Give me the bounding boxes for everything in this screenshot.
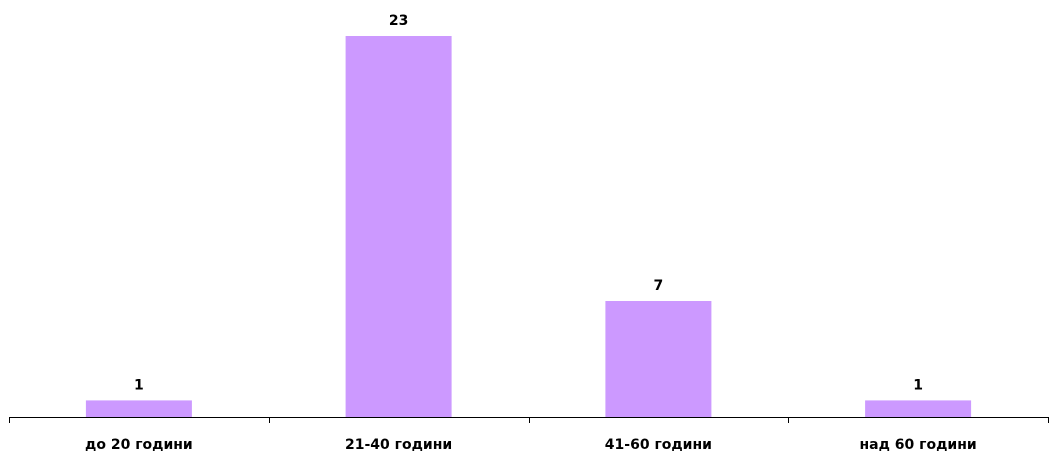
x-tick-label: до 20 години [85, 437, 193, 453]
x-axis-ticks-group [9, 417, 1049, 423]
bar [605, 301, 712, 417]
x-tick-label: над 60 години [859, 437, 976, 453]
data-label: 1 [134, 377, 144, 393]
data-labels-group: 1 23 7 1 [134, 13, 923, 393]
data-label: 7 [654, 278, 664, 294]
x-tick-label: 41-60 години [605, 437, 712, 453]
x-axis-labels-group: до 20 години 21-40 години 41-60 години над … [85, 437, 977, 453]
bars-group [85, 36, 972, 417]
data-label: 1 [913, 377, 923, 393]
bar [85, 400, 192, 417]
bar [345, 36, 452, 417]
bar [865, 400, 972, 417]
data-label: 23 [389, 13, 408, 29]
x-tick-label: 21-40 години [345, 437, 452, 453]
